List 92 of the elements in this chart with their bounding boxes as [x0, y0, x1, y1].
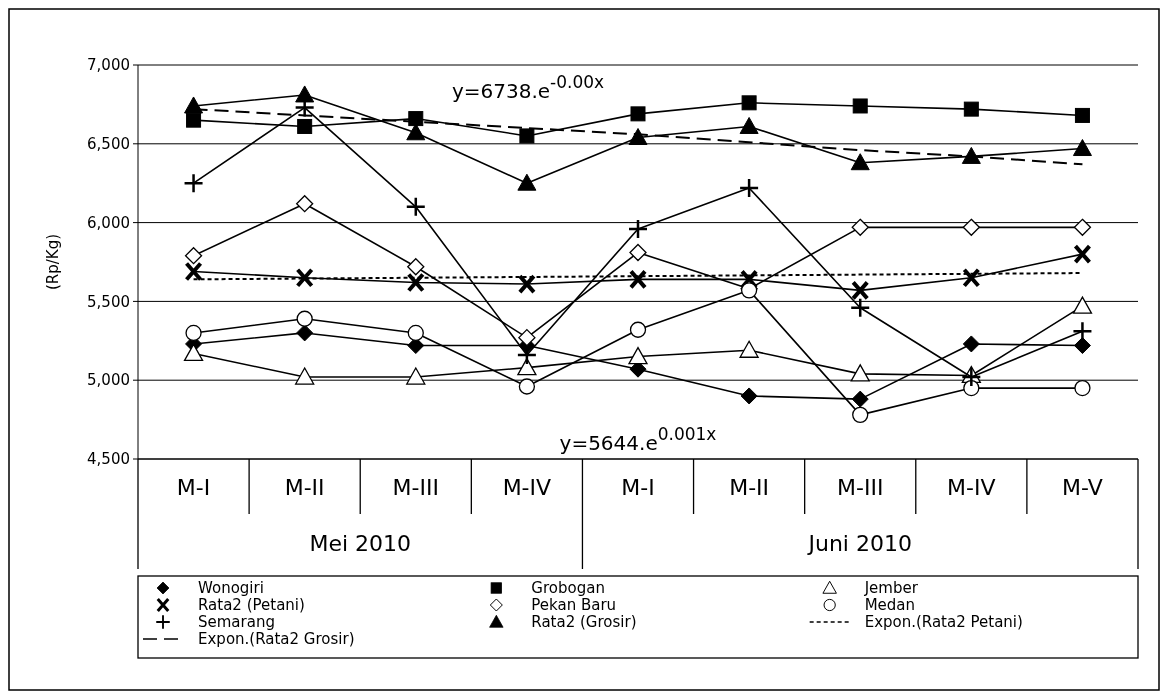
y-tick-label: 5,500 — [87, 292, 130, 311]
y-tick-label: 6,000 — [87, 213, 130, 232]
point — [295, 85, 315, 103]
point — [517, 357, 537, 376]
point — [852, 98, 868, 114]
point — [1072, 139, 1092, 157]
point — [407, 258, 425, 276]
point — [406, 272, 425, 293]
point — [406, 367, 426, 385]
point — [741, 95, 757, 111]
point — [183, 172, 204, 194]
point — [296, 195, 314, 213]
point — [851, 390, 869, 408]
point — [1073, 337, 1091, 355]
x-tick-label: M-II — [729, 475, 770, 500]
point — [740, 269, 759, 290]
legend-label: Rata2 (Grosir) — [531, 613, 637, 632]
y-axis-title: (Rp/Kg) — [44, 233, 62, 291]
point — [295, 267, 314, 288]
point — [296, 310, 313, 327]
point — [183, 343, 204, 362]
point — [519, 128, 535, 144]
point — [184, 247, 203, 265]
y-tick-label: 4,500 — [87, 450, 130, 469]
x-tick-label: M-V — [1062, 475, 1103, 500]
point — [184, 261, 203, 282]
legend-label: Expon.(Rata2 Petani) — [864, 613, 1023, 632]
point — [961, 146, 981, 164]
point — [295, 367, 315, 385]
point — [628, 346, 648, 365]
point — [739, 340, 759, 358]
x-tick-label: M-IV — [947, 475, 996, 500]
text: Juni 2010 — [806, 531, 912, 556]
point — [517, 173, 537, 191]
point — [185, 324, 202, 342]
point — [849, 297, 871, 318]
legend-label: Jember — [863, 579, 919, 598]
point — [408, 111, 424, 127]
point — [407, 324, 424, 342]
point — [1074, 107, 1090, 123]
point — [629, 243, 647, 262]
x-tick-label: M-III — [837, 475, 884, 500]
y-tick-label: 7,000 — [87, 56, 130, 75]
legend-label: Semarang — [198, 613, 275, 632]
x-tick-label: M-III — [392, 475, 439, 500]
point — [184, 96, 204, 114]
point — [1073, 244, 1092, 265]
point — [518, 378, 536, 395]
legend-label: Rata2 (Petani) — [198, 596, 305, 615]
y-tick-label: 5,000 — [87, 371, 130, 390]
x-tick-label: M-II — [284, 475, 325, 500]
point — [739, 116, 759, 134]
text: Mei 2010 — [309, 531, 412, 556]
point — [1073, 218, 1092, 236]
point — [852, 406, 869, 424]
annotation: y=5644.e$^{0.001x}$ — [559, 424, 717, 455]
point — [850, 364, 870, 382]
point — [851, 280, 870, 301]
point — [629, 321, 647, 338]
point — [851, 218, 869, 236]
legend-label: Expon.(Rata2 Grosir) — [198, 630, 355, 649]
point — [962, 267, 981, 288]
x-tick-label: M-I — [176, 475, 211, 500]
point — [517, 274, 536, 295]
point — [738, 177, 760, 199]
point — [630, 106, 646, 122]
legend-label: Pekan Baru — [531, 596, 617, 615]
x-tick-label: M-I — [621, 475, 655, 500]
point — [518, 329, 536, 347]
annotation: y=6738.e$^{-0.00x}$ — [451, 72, 605, 103]
point — [628, 128, 648, 145]
legend-label: Medan — [864, 596, 916, 615]
point — [963, 101, 979, 117]
x-tick-label: M-IV — [502, 475, 552, 500]
y-tick-label: 6,500 — [87, 135, 130, 154]
point — [405, 196, 427, 218]
point — [1072, 296, 1093, 314]
point — [1072, 321, 1093, 342]
point — [962, 335, 980, 353]
point — [740, 387, 758, 405]
point — [186, 112, 202, 128]
point — [297, 118, 313, 134]
point — [406, 123, 426, 141]
point — [850, 153, 870, 171]
point — [962, 218, 980, 236]
point — [296, 324, 314, 342]
point — [963, 379, 980, 397]
legend-label: Wonogiri — [198, 579, 264, 598]
point — [627, 218, 649, 240]
point — [629, 269, 647, 290]
point — [1074, 379, 1091, 397]
legend-label: Grobogan — [531, 579, 605, 598]
